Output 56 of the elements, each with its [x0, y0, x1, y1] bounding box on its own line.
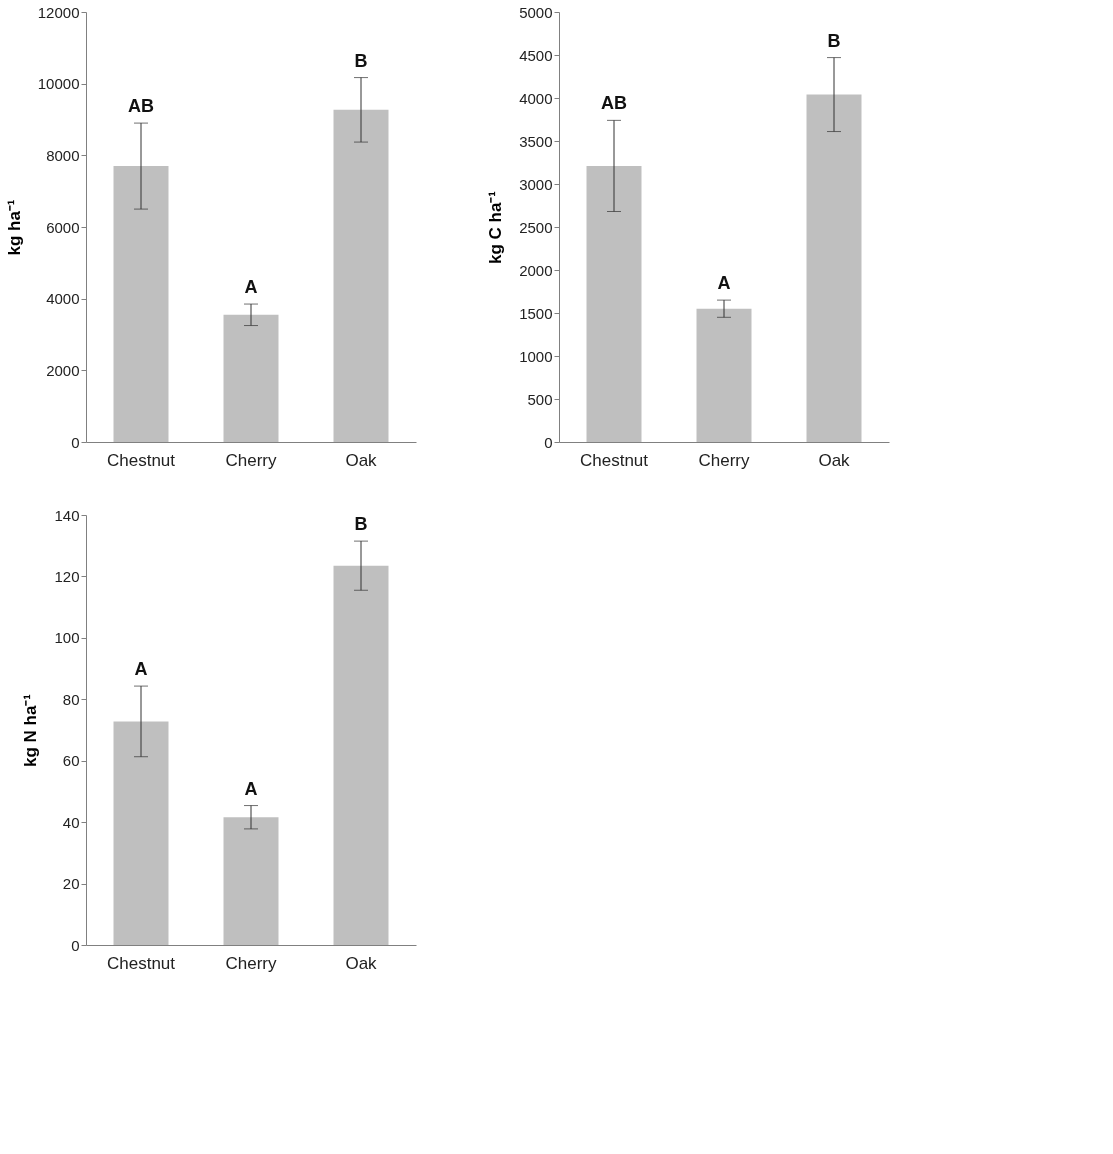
y-tick-label: 0	[71, 433, 80, 451]
y-tick-label: 3500	[519, 132, 553, 150]
y-axis-title: kg N ha⁻¹	[21, 693, 41, 768]
y-tick-label: 0	[71, 936, 80, 954]
annotation: A	[717, 273, 731, 294]
annotation: AB	[601, 93, 627, 114]
y-tick-label: 1500	[519, 304, 553, 322]
bar	[333, 109, 389, 442]
y-tick-label: 60	[62, 752, 80, 770]
annotation: A	[244, 277, 258, 298]
x-tick-label: Cherry	[225, 953, 277, 973]
y-tick-label: 3000	[519, 175, 553, 193]
y-tick-label: 2500	[519, 218, 553, 236]
bar	[223, 314, 279, 442]
y-tick-label: 120	[54, 567, 80, 585]
y-tick-label: 4000	[519, 89, 553, 107]
annotation: A	[134, 659, 148, 680]
x-tick-label: Oak	[345, 953, 378, 973]
y-tick-label: 2000	[46, 361, 80, 379]
y-tick-label: 12000	[37, 3, 80, 21]
x-tick-label: Cherry	[698, 450, 750, 470]
bar	[113, 721, 169, 945]
y-tick-label: 2000	[519, 261, 553, 279]
y-tick-label: 8000	[46, 146, 80, 164]
y-tick-label: 6000	[46, 218, 80, 236]
y-tick-label: 4500	[519, 46, 553, 64]
bar	[333, 565, 389, 945]
y-tick-label: 140	[54, 506, 80, 524]
y-tick-label: 1000	[519, 347, 553, 365]
y-axis-title: kg C ha⁻¹	[486, 190, 506, 265]
bar	[113, 166, 169, 442]
x-tick-label: Chestnut	[106, 450, 176, 470]
y-tick-label: 40	[62, 813, 80, 831]
y-tick-label: 80	[62, 690, 80, 708]
y-tick-label: 0	[544, 433, 553, 451]
x-tick-label: Oak	[818, 450, 851, 470]
y-tick-label: 4000	[46, 290, 80, 308]
y-tick-label: 20	[62, 875, 80, 893]
annotation: B	[354, 514, 368, 535]
annotation: B	[827, 30, 841, 51]
annotation: A	[244, 778, 258, 799]
y-tick-label: 500	[527, 390, 553, 408]
annotation: AB	[128, 96, 154, 117]
y-axis-title: kg ha⁻¹	[4, 199, 24, 256]
y-tick-label: 5000	[519, 3, 553, 21]
bar	[696, 308, 752, 442]
x-tick-label: Oak	[345, 450, 378, 470]
annotation: B	[354, 50, 368, 71]
x-tick-label: Chestnut	[579, 450, 649, 470]
x-tick-label: Cherry	[225, 450, 277, 470]
y-tick-label: 100	[54, 629, 80, 647]
y-tick-label: 10000	[37, 75, 80, 93]
x-tick-label: Chestnut	[106, 953, 176, 973]
bar	[806, 94, 862, 442]
bar	[223, 817, 279, 945]
bar	[586, 165, 642, 442]
